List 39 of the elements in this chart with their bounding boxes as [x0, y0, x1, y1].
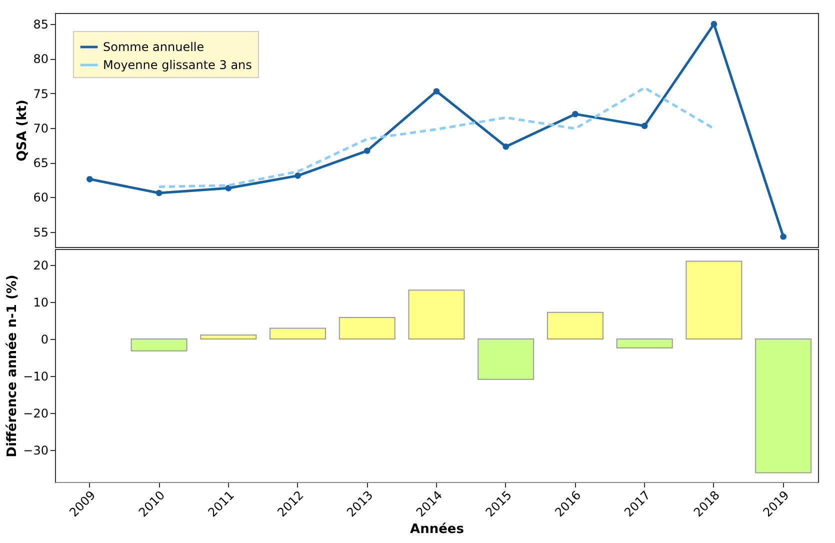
- y-tick-label: −10: [23, 370, 48, 384]
- bar: [200, 334, 257, 340]
- bar: [270, 328, 326, 340]
- y-tick-label: 75: [33, 86, 48, 101]
- bar: [755, 338, 812, 474]
- legend-label: Somme annuelle: [103, 40, 204, 54]
- bar: [408, 290, 465, 340]
- y-tick-label: 85: [33, 18, 48, 32]
- y-tick-label: 10: [33, 295, 48, 310]
- y-tick-label: −20: [23, 406, 48, 421]
- point: [156, 190, 162, 196]
- point: [572, 110, 578, 118]
- point: [294, 172, 301, 179]
- bar: [686, 260, 742, 340]
- y-tick-label: 20: [33, 258, 48, 272]
- y-tick-label: 0: [40, 332, 48, 347]
- point: [364, 148, 370, 154]
- point: [225, 185, 232, 192]
- bar: [546, 312, 604, 340]
- bar: [478, 338, 534, 380]
- y-tick-label: 80: [33, 52, 48, 66]
- bar: [130, 338, 188, 352]
- point: [86, 176, 93, 182]
- y-tick-label: −30: [23, 444, 48, 458]
- y-tick-label: 65: [33, 156, 48, 170]
- bar: [616, 338, 673, 348]
- bar: [338, 317, 396, 340]
- point: [641, 122, 648, 129]
- y-tick-label: 70: [33, 121, 48, 136]
- point: [502, 143, 510, 150]
- point: [780, 233, 786, 240]
- y-axis-title: QSA (kt): [15, 100, 30, 162]
- x-axis-title: Années: [410, 522, 464, 537]
- y-axis-title: Différence année n-1 (%): [5, 274, 20, 458]
- y-tick-label: 60: [33, 190, 48, 205]
- legend-label: Moyenne glissante 3 ans: [103, 58, 252, 72]
- point: [710, 20, 718, 28]
- y-tick-label: 55: [33, 225, 48, 240]
- point: [433, 88, 440, 94]
